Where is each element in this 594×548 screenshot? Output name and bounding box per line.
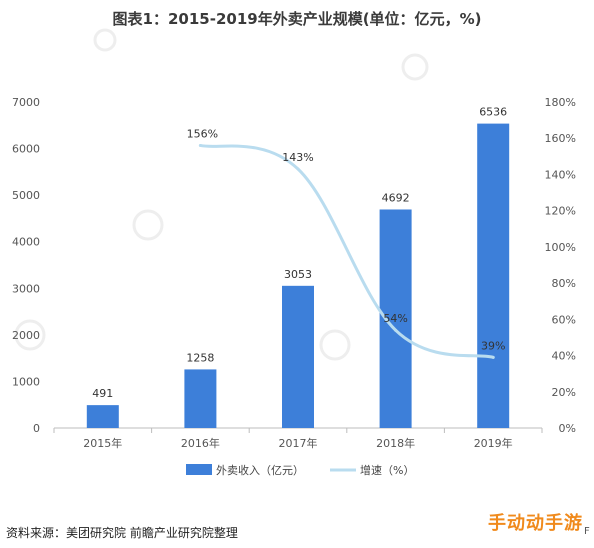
chart-title: 图表1：2015-2019年外卖产业规模(单位：亿元，%) [112, 10, 482, 28]
y-left-tick-label: 3000 [12, 282, 40, 295]
watermark-stamp-tail: F [584, 526, 590, 537]
y-right-tick-label: 80% [552, 277, 576, 290]
x-tick-label: 2017年 [279, 436, 318, 450]
growth-point [296, 167, 300, 171]
x-tick-label: 2015年 [83, 436, 122, 450]
growth-line [198, 143, 495, 359]
y-right-tick-label: 0% [559, 422, 576, 435]
y-left-tick-label: 6000 [12, 143, 40, 156]
bar-value-label: 6536 [479, 106, 507, 119]
growth-value-label: 143% [282, 151, 313, 164]
bar-value-label: 3053 [284, 268, 312, 281]
watermark-stamp: 手动动手游 [488, 513, 583, 534]
y-right-tick-label: 20% [552, 386, 576, 399]
growth-point [198, 143, 202, 147]
y-left-tick-label: 1000 [12, 375, 40, 388]
growth-value-label: 156% [187, 127, 218, 140]
y-right-tick-label: 140% [545, 168, 576, 181]
watermark-logo [14, 28, 429, 361]
growth-value-label: 39% [481, 339, 505, 352]
legend-label-revenue: 外卖收入（亿元） [216, 463, 304, 477]
bar-revenue [282, 285, 314, 428]
bar-revenue [477, 123, 510, 429]
y-right-tick-label: 60% [552, 313, 576, 326]
y-left-tick-label: 4000 [12, 236, 40, 249]
growth-line-layer: 156% 143% 54% 39% [187, 127, 505, 359]
y-left-tick-label: 0 [33, 422, 40, 435]
y-left-tick-label: 2000 [12, 329, 40, 342]
legend: 外卖收入（亿元） 增速（%） [186, 463, 414, 477]
source-note: 资料来源：美团研究院 前瞻产业研究院整理 [6, 526, 238, 540]
bar-value-label: 1258 [186, 351, 214, 364]
x-tick-label: 2018年 [376, 436, 415, 450]
growth-point [491, 355, 495, 359]
y-left-tick-label: 5000 [12, 189, 40, 202]
x-tick-label: 2019年 [474, 436, 513, 450]
bar-value-label: 4692 [382, 191, 410, 204]
y-right-tick-label: 40% [552, 350, 576, 363]
y-right-tick-label: 120% [545, 205, 576, 218]
legend-swatch-revenue [186, 464, 212, 475]
y-right-tick-label: 180% [545, 96, 576, 109]
legend-label-growth: 增速（%） [360, 463, 414, 477]
y-right-tick-label: 160% [545, 132, 576, 145]
axes-layer: 2015年 2016年 2017年 2018年 2019年 0 1000 2000 3000 40… [12, 96, 576, 450]
bar-revenue [86, 405, 119, 428]
growth-point [394, 328, 398, 332]
growth-value-label: 54% [383, 312, 407, 325]
y-right-tick-label: 100% [545, 241, 576, 254]
bar-value-label: 491 [92, 387, 113, 400]
bar-revenue [184, 369, 217, 428]
x-tick-label: 2016年 [181, 436, 220, 450]
y-left-tick-label: 7000 [12, 96, 40, 109]
